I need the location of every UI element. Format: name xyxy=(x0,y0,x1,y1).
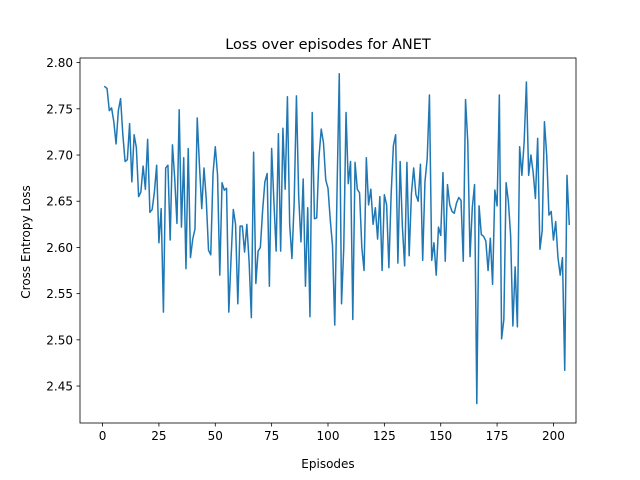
x-tick-label: 100 xyxy=(317,429,340,443)
x-tick-label: 50 xyxy=(208,429,223,443)
y-tick-label: 2.70 xyxy=(46,149,73,163)
y-tick-label: 2.65 xyxy=(46,195,73,209)
y-tick-label: 2.55 xyxy=(46,287,73,301)
x-tick-label: 75 xyxy=(264,429,279,443)
x-axis-title: Episodes xyxy=(301,457,354,471)
y-tick-label: 2.75 xyxy=(46,102,73,116)
x-tick-label: 125 xyxy=(373,429,396,443)
plot-area: 0 25 50 75 100 125 150 175 200 2.45 2.50 2.55 2.60 2.… xyxy=(46,56,577,443)
x-tick-label: 175 xyxy=(486,429,509,443)
y-tick-label: 2.45 xyxy=(46,380,73,394)
x-tick-label: 200 xyxy=(542,429,565,443)
y-axis-title: Cross Entropy Loss xyxy=(19,185,33,298)
x-tick-label: 0 xyxy=(99,429,107,443)
axes-frame xyxy=(79,57,577,424)
y-tick-label: 2.50 xyxy=(46,333,73,347)
y-tick-label: 2.60 xyxy=(46,241,73,255)
x-tick-label: 150 xyxy=(429,429,452,443)
y-tick-label: 2.80 xyxy=(46,56,73,70)
series-line-0 xyxy=(103,72,571,405)
chart-title: Loss over episodes for ANET xyxy=(225,37,431,53)
x-tick-label: 25 xyxy=(151,429,166,443)
